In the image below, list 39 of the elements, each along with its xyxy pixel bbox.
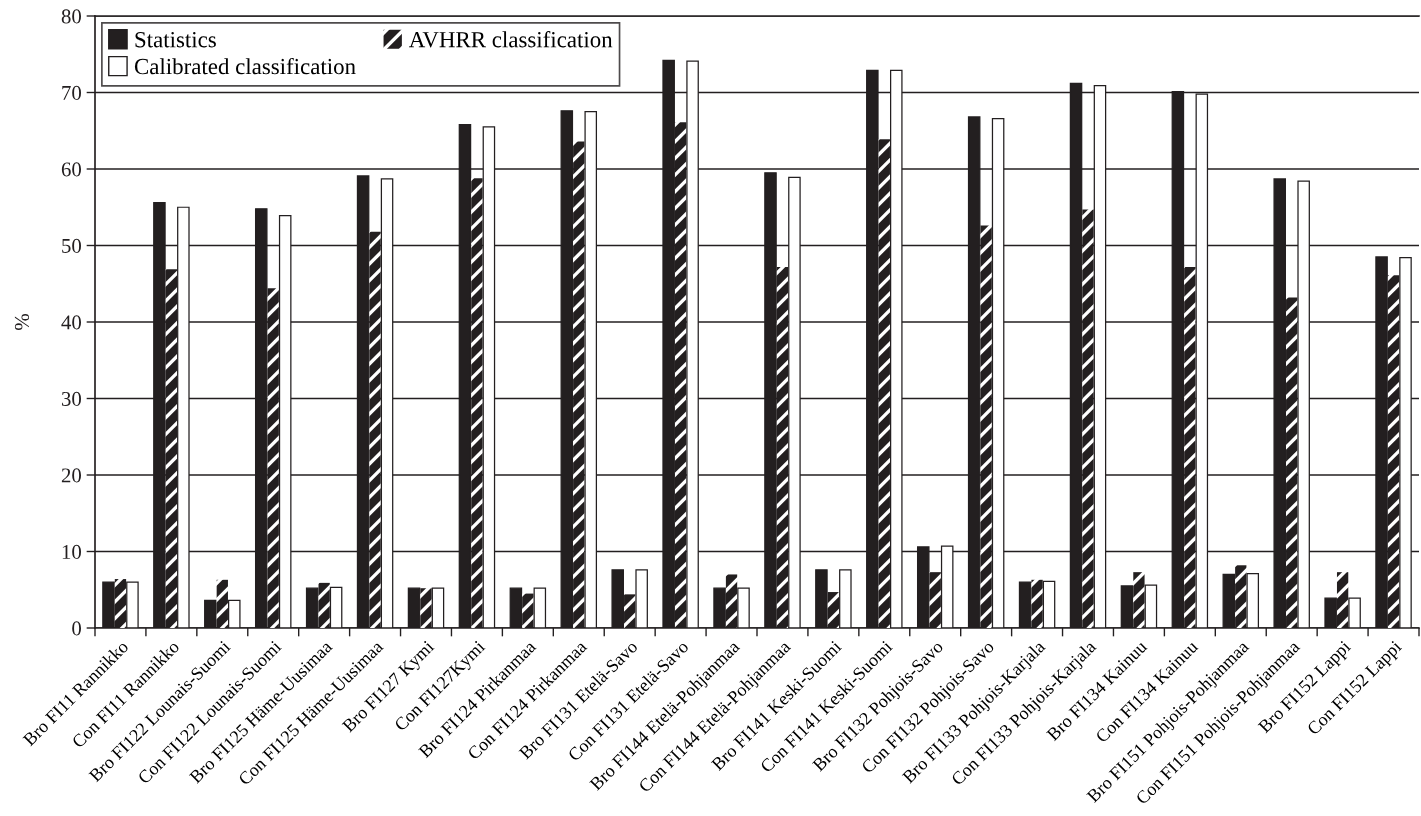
legend-label: Statistics (135, 31, 216, 48)
y-tick-label: 80 (61, 9, 82, 24)
bar (318, 582, 330, 628)
bar (776, 266, 789, 628)
bar (522, 593, 534, 628)
bar (471, 178, 483, 628)
bar (674, 122, 687, 628)
bar (1336, 572, 1349, 628)
bar (420, 588, 432, 628)
bar (624, 594, 636, 628)
bar (1031, 579, 1043, 628)
bar (573, 141, 585, 628)
y-tick-label: 40 (61, 315, 82, 330)
bar (114, 579, 127, 628)
bar (165, 269, 178, 628)
bar (1235, 565, 1247, 628)
y-tick-label: 20 (61, 468, 82, 483)
y-tick-label: 70 (62, 85, 82, 100)
bar (1286, 297, 1298, 628)
bar (1387, 275, 1400, 628)
y-tick-label: 60 (61, 162, 82, 177)
bar (1133, 572, 1145, 628)
bar (369, 231, 381, 628)
bar (267, 288, 279, 628)
legend-label: Calibrated classification (134, 57, 356, 75)
bar (827, 592, 840, 628)
y-tick-label: 10 (62, 544, 82, 559)
legend-label: AVHRR classification (408, 31, 613, 48)
bar (878, 139, 890, 628)
bar (929, 572, 941, 628)
y-tick-label: 0 (72, 621, 82, 636)
bar (980, 225, 992, 628)
y-tick-label: 50 (62, 238, 82, 253)
bar (1184, 266, 1196, 628)
bar (725, 574, 738, 628)
bar (216, 579, 228, 628)
y-tick-label: 30 (61, 391, 82, 406)
bar (1082, 209, 1094, 628)
y-axis-title: % (14, 314, 30, 330)
